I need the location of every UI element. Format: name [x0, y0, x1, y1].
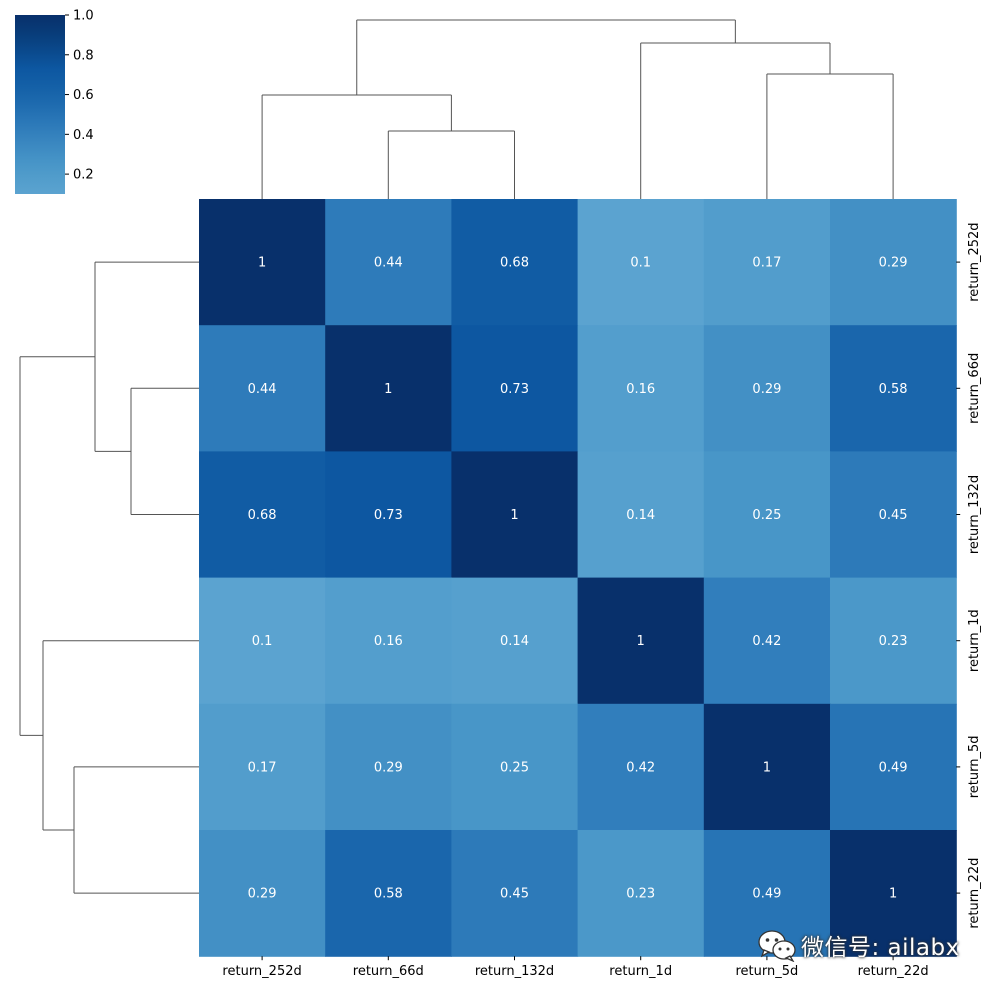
- heatmap-cell: [451, 577, 579, 705]
- heatmap-cell: [451, 830, 579, 957]
- heatmap-cell: [325, 451, 452, 579]
- watermark: 微信号: ailabx: [757, 928, 960, 962]
- cell-value-label: 0.29: [879, 256, 908, 271]
- heatmap-cell: [830, 451, 957, 579]
- cell-value-label: 0.73: [500, 382, 529, 397]
- heatmap-cell: [830, 830, 957, 957]
- heatmap-cell: [451, 199, 579, 326]
- heatmap-cell: [325, 830, 452, 957]
- cell-value-label: 0.44: [374, 256, 403, 271]
- colorbar-tick-label: 0.6: [73, 88, 94, 103]
- heatmap-cell: [830, 577, 957, 705]
- cell-value-label: 1: [384, 382, 392, 397]
- heatmap-cell: [199, 199, 326, 326]
- cell-value-label: 0.49: [752, 887, 781, 902]
- heatmap-cell: [703, 325, 831, 452]
- y-tick-label: return_22d: [967, 858, 982, 929]
- x-tick-label: return_22d: [858, 964, 929, 979]
- x-tick-label: return_252d: [222, 964, 301, 979]
- heatmap-cell: [703, 199, 831, 326]
- cell-value-label: 0.14: [626, 508, 655, 523]
- cell-value-label: 1: [258, 256, 266, 271]
- cell-value-label: 0.29: [374, 760, 403, 775]
- heatmap-cell: [577, 199, 705, 326]
- cell-value-label: 0.45: [500, 887, 529, 902]
- heatmap-cell: [199, 325, 326, 452]
- cell-value-label: 0.23: [626, 887, 655, 902]
- heatmap-cell: [325, 577, 452, 705]
- heatmap-cell: [703, 451, 831, 579]
- cell-value-label: 0.58: [879, 382, 908, 397]
- colorbar-tick-label: 0.4: [73, 128, 94, 143]
- y-tick-label: return_252d: [967, 222, 982, 301]
- heatmap-cell: [703, 703, 831, 831]
- cell-value-label: 0.14: [500, 634, 529, 649]
- cell-value-label: 0.44: [248, 382, 277, 397]
- cell-value-label: 0.49: [879, 760, 908, 775]
- heatmap-cell: [325, 325, 452, 452]
- heatmap-cell: [451, 451, 579, 579]
- x-tick-label: return_1d: [609, 964, 672, 979]
- column-dendrogram: [261, 19, 894, 199]
- cell-value-label: 0.17: [752, 256, 781, 271]
- heatmap-cell: [577, 451, 705, 579]
- heatmap-cell: [199, 577, 326, 705]
- colorbar-gradient: [15, 15, 65, 194]
- y-tick-label: return_5d: [967, 736, 982, 799]
- cell-value-label: 1: [889, 887, 897, 902]
- colorbar-tick-label: 0.2: [73, 168, 94, 183]
- watermark-text: 微信号: ailabx: [801, 935, 960, 961]
- colorbar-tick-label: 0.8: [73, 48, 94, 63]
- cell-value-label: 0.25: [752, 508, 781, 523]
- y-tick-label: return_66d: [967, 353, 982, 424]
- heatmap-cell: [199, 830, 326, 957]
- heatmap-grid: 1 0.44 0.68 0.1 0.17 0.29 0.44 1 0.73 0.16 0.29 0.5…: [199, 199, 957, 957]
- cell-value-label: 1: [763, 760, 771, 775]
- cell-value-label: 0.42: [626, 760, 655, 775]
- heatmap-cell: [577, 325, 705, 452]
- heatmap-cell: [830, 703, 957, 831]
- cell-value-label: 0.68: [500, 256, 529, 271]
- heatmap-cell: [577, 577, 705, 705]
- x-tick-label: return_5d: [736, 964, 799, 979]
- row-dendrogram: [19, 261, 199, 894]
- cell-value-label: 0.16: [374, 634, 403, 649]
- heatmap-cell: [325, 703, 452, 831]
- cell-value-label: 1: [510, 508, 518, 523]
- cell-value-label: 0.23: [879, 634, 908, 649]
- heatmap-cell: [703, 577, 831, 705]
- y-tick-label: return_1d: [967, 609, 982, 672]
- cell-value-label: 1: [637, 634, 645, 649]
- heatmap-cell: [199, 451, 326, 579]
- cell-value-label: 0.25: [500, 760, 529, 775]
- heatmap-cell: [830, 325, 957, 452]
- heatmap-cell: [577, 830, 705, 957]
- cell-value-label: 0.42: [752, 634, 781, 649]
- heatmap-cell: [451, 703, 579, 831]
- y-tick-labels: return_252d return_66d return_132d return_1…: [956, 222, 982, 929]
- heatmap-cell: [451, 325, 579, 452]
- x-tick-label: return_66d: [353, 964, 424, 979]
- cell-value-label: 0.1: [630, 256, 651, 271]
- cell-value-label: 0.68: [248, 508, 277, 523]
- heatmap-cell: [830, 199, 957, 326]
- cell-value-label: 0.29: [752, 382, 781, 397]
- cell-value-label: 0.45: [879, 508, 908, 523]
- cell-value-label: 0.58: [374, 887, 403, 902]
- cell-value-label: 0.16: [626, 382, 655, 397]
- y-tick-label: return_132d: [967, 475, 982, 554]
- colorbar: 0.2 0.4 0.6 0.8 1.0: [15, 9, 94, 194]
- cell-value-label: 0.73: [374, 508, 403, 523]
- cell-value-label: 0.17: [248, 760, 277, 775]
- colorbar-tick-label: 1.0: [73, 9, 94, 24]
- cell-value-label: 0.1: [252, 634, 273, 649]
- x-tick-label: return_132d: [475, 964, 554, 979]
- x-tick-labels: return_252d return_66d return_132d return_1…: [222, 956, 929, 979]
- heatmap-cell: [199, 703, 326, 831]
- heatmap-cell: [325, 199, 452, 326]
- wechat-icon: [758, 930, 796, 962]
- cell-value-label: 0.29: [248, 887, 277, 902]
- heatmap-cell: [577, 703, 705, 831]
